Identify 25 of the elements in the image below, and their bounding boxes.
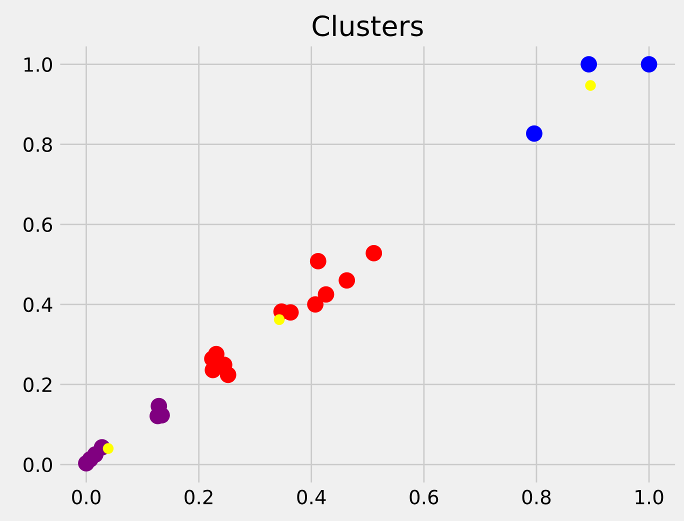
point xyxy=(102,443,114,454)
point xyxy=(318,286,334,303)
point xyxy=(640,56,658,73)
chart-title: Clusters xyxy=(312,14,423,36)
point xyxy=(307,296,324,313)
x-tick-label: 0.8 xyxy=(522,490,551,504)
x-tick-label: 1.0 xyxy=(636,490,664,504)
y-tick-label: 0.6 xyxy=(24,217,52,232)
y-tick-label: 0.4 xyxy=(24,297,52,312)
y-tick-label: 0.8 xyxy=(24,137,52,152)
y-tick-label: 0.2 xyxy=(24,377,52,392)
x-tick-label: 0.6 xyxy=(410,490,438,504)
y-tick-label: 0.0 xyxy=(24,457,52,472)
point xyxy=(338,272,356,289)
point xyxy=(274,314,285,326)
point xyxy=(580,56,598,73)
point xyxy=(585,80,596,91)
x-tick-label: 0.0 xyxy=(72,490,100,504)
x-tick-label: 0.2 xyxy=(184,490,212,504)
y-tick-label: 1.0 xyxy=(24,57,52,72)
point xyxy=(220,366,236,384)
point xyxy=(310,252,326,270)
point xyxy=(526,125,542,142)
x-tick-label: 0.4 xyxy=(297,490,326,504)
point xyxy=(366,244,382,262)
